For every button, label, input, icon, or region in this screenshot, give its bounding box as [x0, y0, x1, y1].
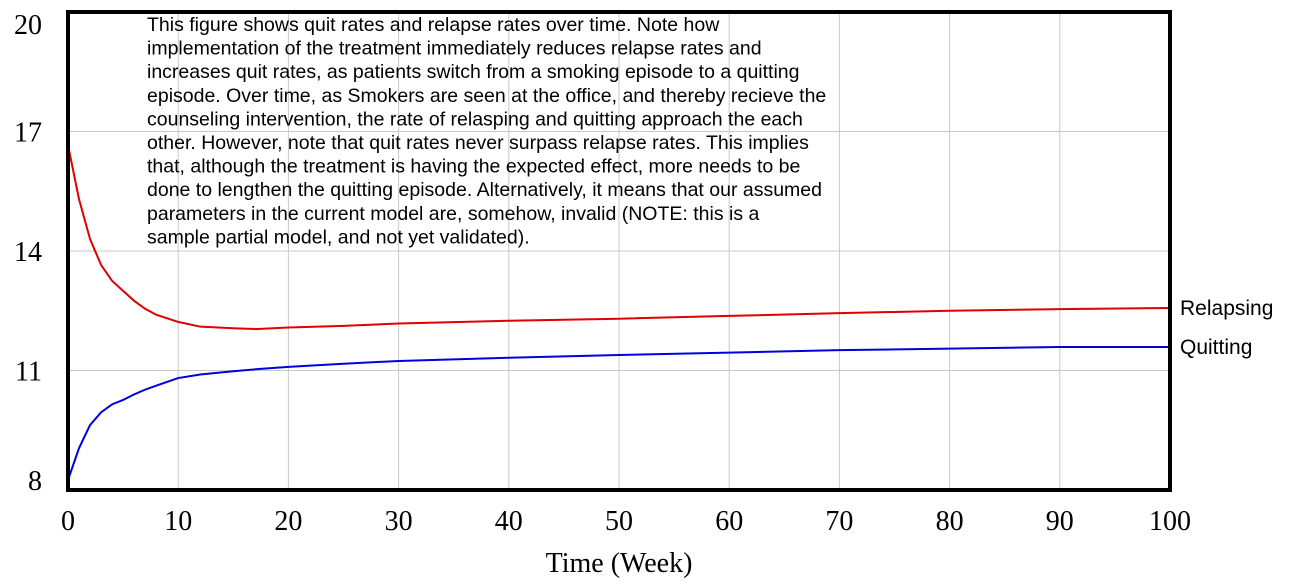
annotation-line: other. However, note that quit rates nev…: [147, 132, 809, 154]
y-tick-label: 17: [14, 118, 42, 149]
annotation-line: counseling intervention, the rate of rel…: [147, 108, 803, 130]
annotation-line: that, although the treatment is having t…: [147, 156, 800, 178]
series-line: [67, 345, 1170, 481]
x-tick-label: 100: [1149, 506, 1191, 537]
x-axis-label: Time (Week): [546, 548, 693, 579]
x-tick-label: 90: [1046, 506, 1074, 537]
x-tick-label: 10: [164, 506, 192, 537]
annotation-line: parameters in the current model are, som…: [147, 203, 759, 225]
legend-label: Quitting: [1180, 336, 1252, 359]
x-tick-label: 70: [825, 506, 853, 537]
annotation-line: episode. Over time, as Smokers are seen …: [147, 85, 826, 107]
annotation-line: sample partial model, and not yet valida…: [147, 226, 530, 248]
x-tick-label: 60: [715, 506, 743, 537]
annotation-line: increases quit rates, as patients switch…: [147, 61, 800, 83]
y-tick-label: 14: [14, 237, 42, 268]
annotation-line: This figure shows quit rates and relapse…: [147, 14, 720, 36]
plot-frame: [66, 10, 1172, 492]
x-tick-label: 30: [385, 506, 413, 537]
annotation-line: implementation of the treatment immediat…: [147, 38, 762, 60]
x-tick-label: 50: [605, 506, 633, 537]
y-tick-label: 20: [14, 10, 42, 41]
annotation-line: done to lengthen the quitting episode. A…: [147, 179, 822, 201]
x-tick-label: 80: [936, 506, 964, 537]
legend-label: Relapsing: [1180, 297, 1273, 320]
y-tick-label: 8: [28, 466, 42, 497]
x-tick-label: 40: [495, 506, 523, 537]
x-tick-label: 0: [61, 506, 75, 537]
y-tick-label: 11: [15, 357, 42, 388]
series-line: [67, 144, 1171, 331]
x-tick-label: 20: [274, 506, 302, 537]
